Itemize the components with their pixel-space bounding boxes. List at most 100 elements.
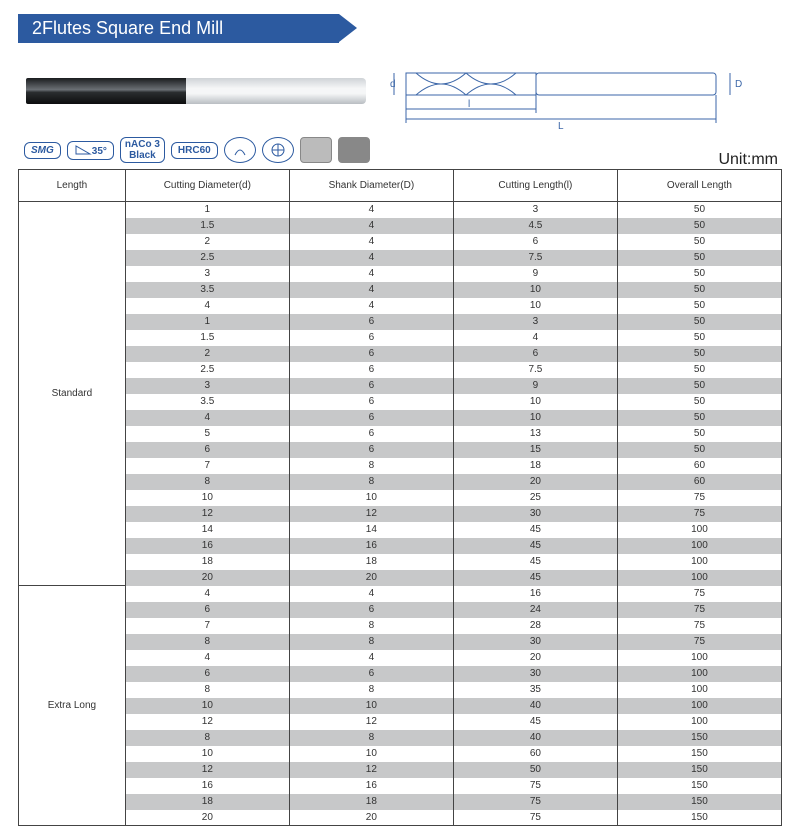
- cell: 10: [289, 490, 453, 506]
- cell: 8: [125, 682, 289, 698]
- cell: 50: [617, 426, 781, 442]
- cell: 8: [289, 474, 453, 490]
- cell: 75: [453, 810, 617, 826]
- cell: 8: [125, 730, 289, 746]
- col-header: Cutting Length(l): [453, 170, 617, 202]
- col-header: Length: [19, 170, 126, 202]
- cell: 10: [453, 298, 617, 314]
- cell: 10: [125, 698, 289, 714]
- cell: 2: [125, 346, 289, 362]
- cell: 6: [453, 346, 617, 362]
- length-group: Extra Long: [19, 586, 126, 826]
- table-row: 781860: [19, 458, 782, 474]
- cell: 100: [617, 522, 781, 538]
- cell: 4: [125, 298, 289, 314]
- cell: 150: [617, 730, 781, 746]
- cell: 40: [453, 730, 617, 746]
- cell: 45: [453, 570, 617, 586]
- cell: 18: [125, 794, 289, 810]
- cell: 6: [289, 666, 453, 682]
- cell: 6: [453, 234, 617, 250]
- table-row: 782875: [19, 618, 782, 634]
- cell: 100: [617, 682, 781, 698]
- material-icon-2: [338, 137, 370, 163]
- cell: 9: [453, 266, 617, 282]
- table-row: 2.567.550: [19, 362, 782, 378]
- cell: 75: [617, 618, 781, 634]
- col-header: Overall Length: [617, 170, 781, 202]
- table-row: 16350: [19, 314, 782, 330]
- material-icon-1: [300, 137, 332, 163]
- cell: 6: [289, 314, 453, 330]
- cell: 4: [289, 298, 453, 314]
- cell: 45: [453, 522, 617, 538]
- cell: 8: [125, 474, 289, 490]
- cell: 75: [617, 490, 781, 506]
- cell: 75: [453, 794, 617, 810]
- cell: 6: [289, 378, 453, 394]
- table-row: 8835100: [19, 682, 782, 698]
- cell: 50: [617, 250, 781, 266]
- table-row: 202045100: [19, 570, 782, 586]
- spec-table: LengthCutting Diameter(d)Shank Diameter(…: [18, 169, 782, 826]
- cell: 20: [125, 570, 289, 586]
- cell: 30: [453, 634, 617, 650]
- cell: 12: [125, 714, 289, 730]
- cell: 6: [125, 602, 289, 618]
- cell: 12: [125, 762, 289, 778]
- cell: 10: [125, 746, 289, 762]
- cell: 4: [289, 250, 453, 266]
- cell: 150: [617, 794, 781, 810]
- cell: 50: [617, 330, 781, 346]
- cell: 100: [617, 554, 781, 570]
- cell: 50: [617, 442, 781, 458]
- cell: 8: [289, 634, 453, 650]
- cell: 50: [617, 298, 781, 314]
- table-row: 161675150: [19, 778, 782, 794]
- cell: 16: [289, 778, 453, 794]
- table-row: 26650: [19, 346, 782, 362]
- tool-photo: [26, 56, 366, 126]
- cell: 16: [453, 586, 617, 602]
- cell: 50: [617, 314, 781, 330]
- badge-smg: SMG: [24, 142, 61, 159]
- label-D: D: [735, 79, 742, 90]
- cell: 2: [125, 234, 289, 250]
- cell: 6: [289, 346, 453, 362]
- cell: 16: [125, 778, 289, 794]
- cell: 6: [289, 426, 453, 442]
- cell: 18: [453, 458, 617, 474]
- cell: 10: [289, 698, 453, 714]
- cell: 18: [125, 554, 289, 570]
- table-row: 181875150: [19, 794, 782, 810]
- cell: 20: [125, 810, 289, 826]
- cell: 6: [289, 330, 453, 346]
- cell: 4: [289, 282, 453, 298]
- end-icon: [262, 137, 294, 163]
- cell: 50: [617, 282, 781, 298]
- hero-row: d D l L: [26, 51, 782, 131]
- cell: 60: [617, 458, 781, 474]
- cell: 4: [289, 266, 453, 282]
- label-l: l: [468, 99, 470, 110]
- cell: 30: [453, 666, 617, 682]
- table-row: Extra Long441675: [19, 586, 782, 602]
- cell: 12: [289, 714, 453, 730]
- cell: 4: [125, 650, 289, 666]
- cell: 12: [289, 506, 453, 522]
- cell: 30: [453, 506, 617, 522]
- cell: 18: [289, 554, 453, 570]
- cell: 25: [453, 490, 617, 506]
- table-row: 1.544.550: [19, 218, 782, 234]
- cell: 150: [617, 762, 781, 778]
- cell: 7: [125, 618, 289, 634]
- cell: 150: [617, 778, 781, 794]
- cell: 4: [289, 218, 453, 234]
- cell: 50: [617, 394, 781, 410]
- cell: 16: [289, 538, 453, 554]
- cell: 100: [617, 570, 781, 586]
- cell: 20: [453, 650, 617, 666]
- cell: 8: [289, 682, 453, 698]
- col-header: Shank Diameter(D): [289, 170, 453, 202]
- cell: 75: [617, 634, 781, 650]
